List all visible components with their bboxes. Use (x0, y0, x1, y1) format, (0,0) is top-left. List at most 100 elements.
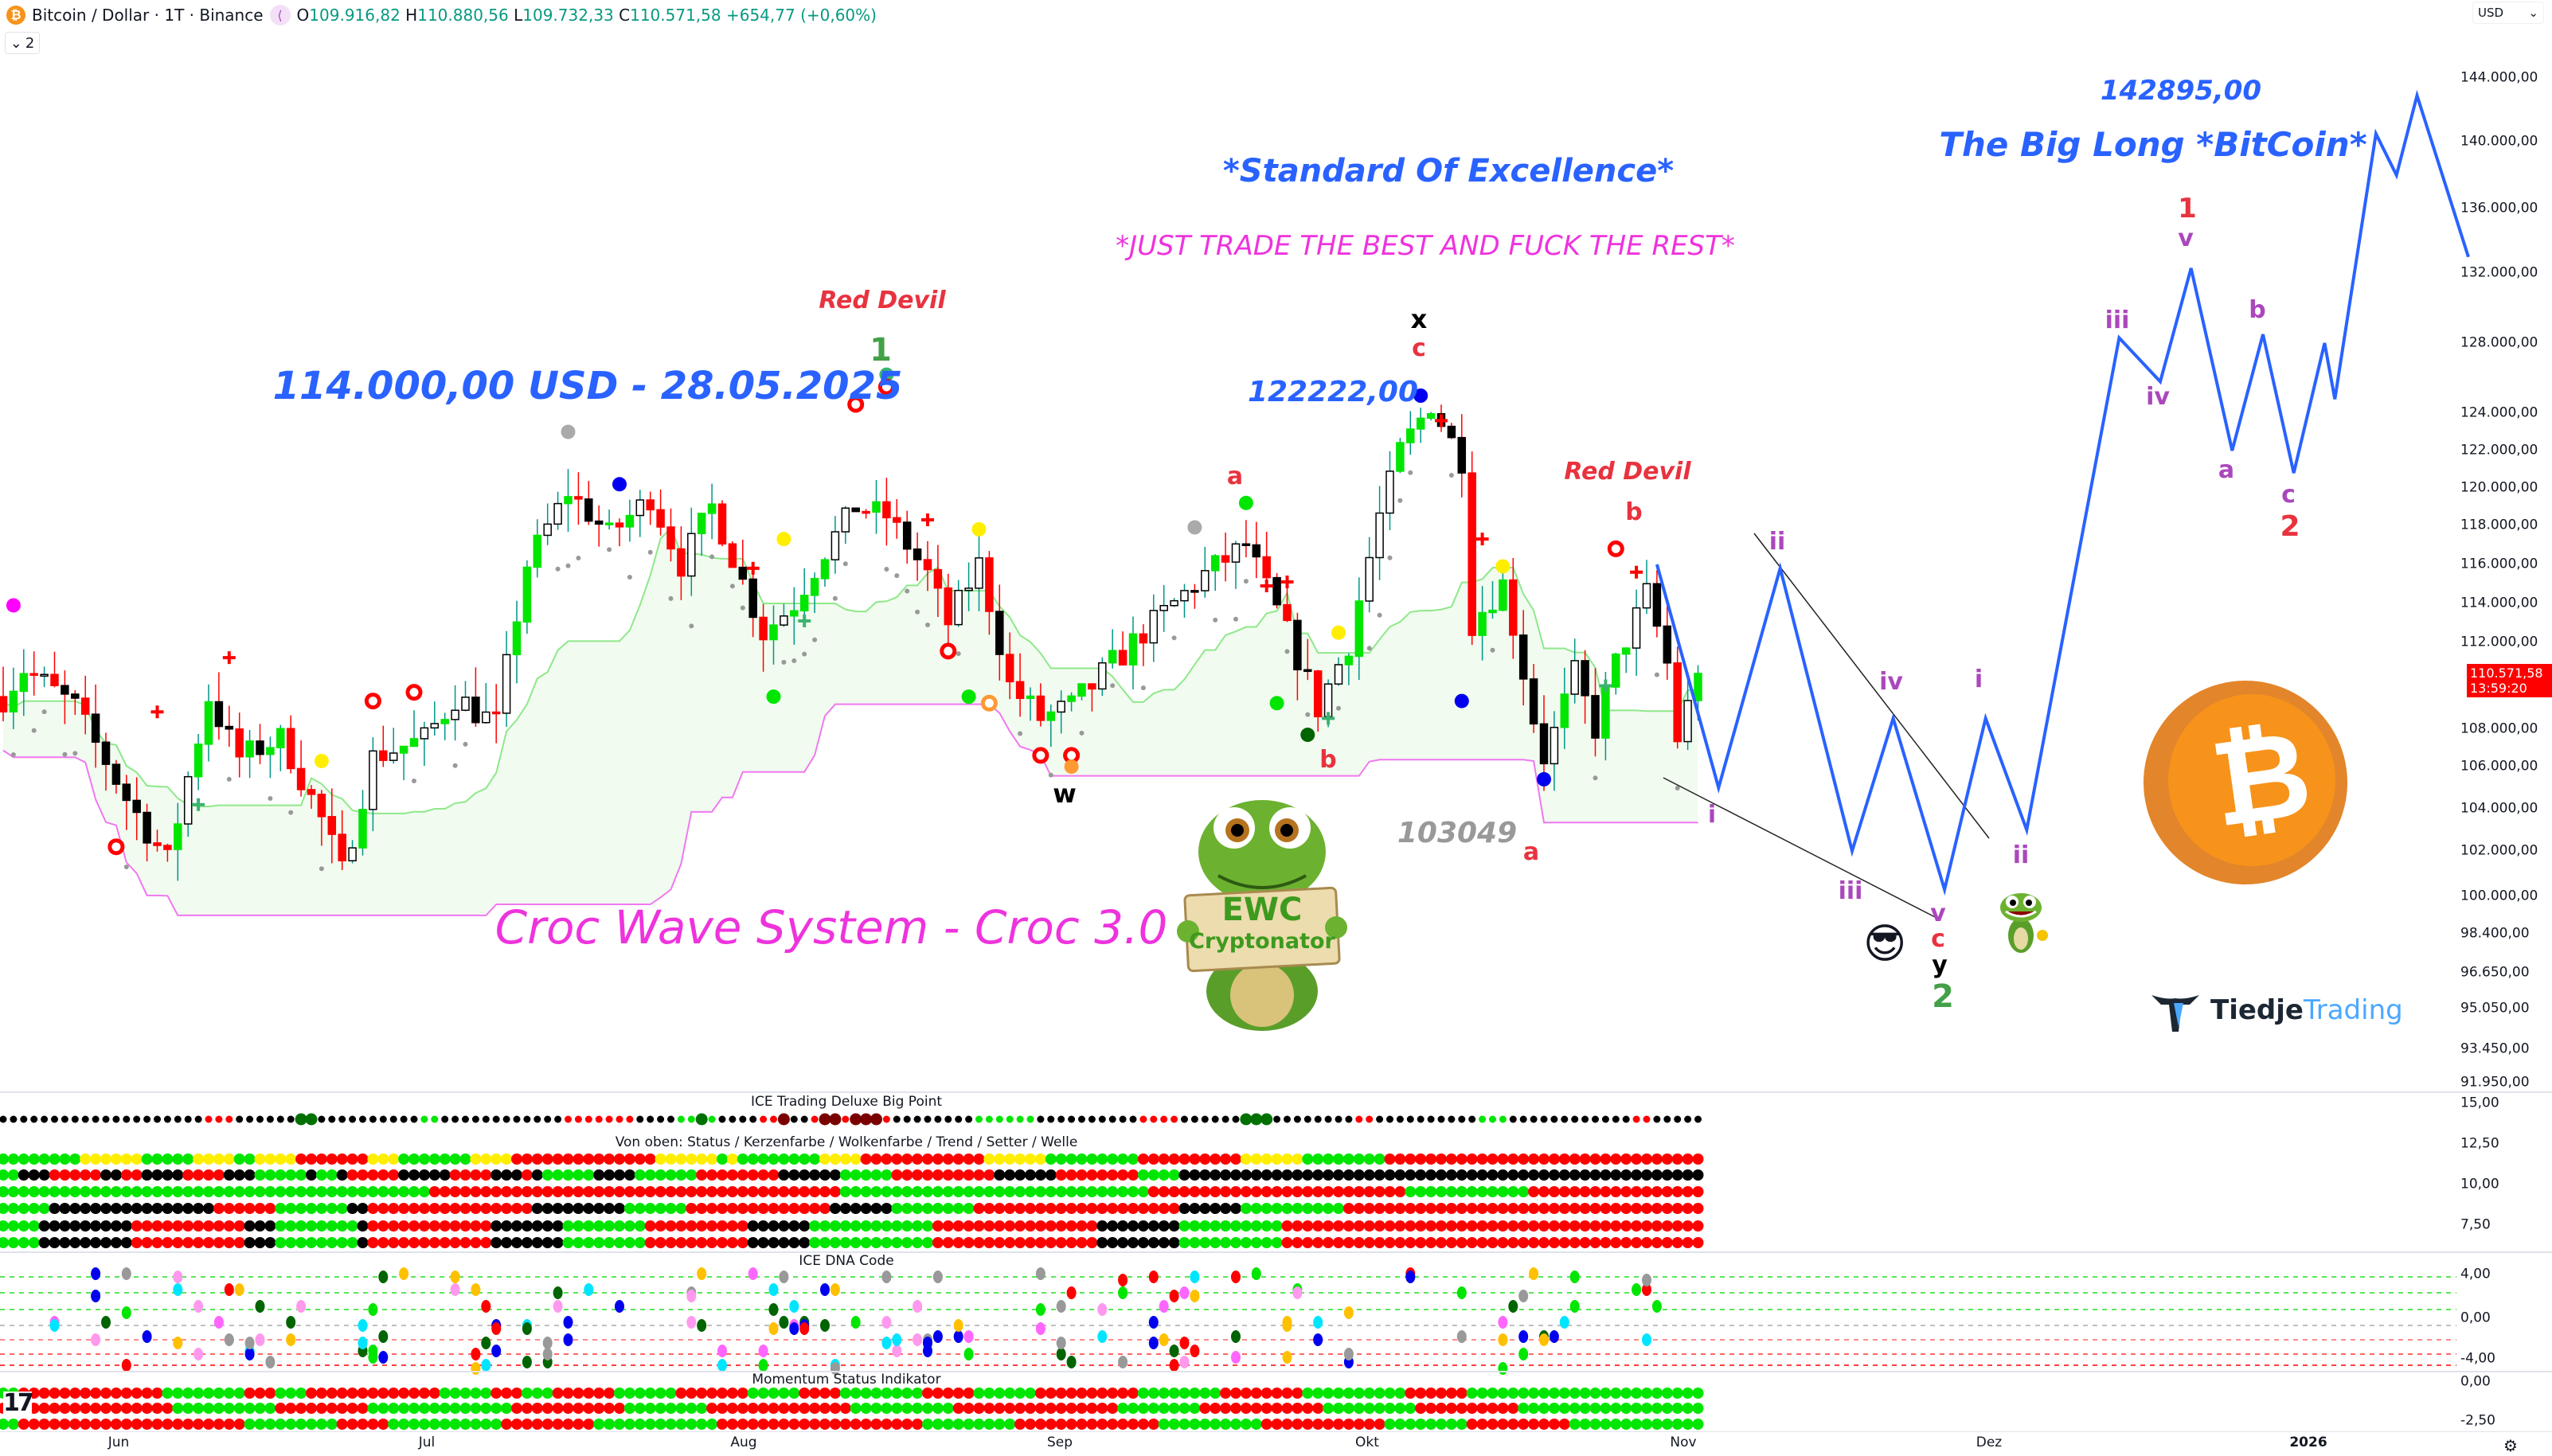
momentum-dot (336, 1403, 348, 1414)
panel-divider[interactable] (0, 1091, 2552, 1093)
support-line (2, 703, 1698, 916)
status-dot (1137, 1169, 1149, 1181)
status-dot (1189, 1237, 1201, 1248)
status-dot (604, 1169, 616, 1181)
status-dot (131, 1203, 143, 1214)
momentum-dot (973, 1403, 985, 1414)
symbol-legend[interactable]: ₿ Bitcoin / Dollar · 1T · Binance ⟨ O109… (6, 3, 877, 27)
status-dot (819, 1153, 830, 1165)
dna-dot (255, 1333, 265, 1346)
momentum-dot (1189, 1403, 1201, 1414)
panel-divider[interactable] (0, 1251, 2552, 1253)
big-point-dot (1078, 1115, 1085, 1123)
high-value-text: 122222,00 (1247, 376, 1419, 408)
momentum-dot (799, 1388, 811, 1399)
status-dot (604, 1237, 616, 1248)
status-dot (1671, 1153, 1683, 1165)
status-dot (0, 1186, 9, 1197)
dna-dot (923, 1337, 932, 1349)
big-point-dot (1530, 1115, 1538, 1123)
big-point-dot (1458, 1115, 1466, 1123)
status-dot (315, 1237, 327, 1248)
status-dot (1137, 1220, 1149, 1232)
currency-dropdown[interactable]: USD ⌄ (2472, 2, 2544, 24)
momentum-dot (346, 1419, 358, 1430)
status-dot (1158, 1237, 1170, 1248)
momentum-dot (675, 1403, 687, 1414)
status-dot (1466, 1186, 1478, 1197)
status-dot (593, 1220, 605, 1232)
status-dot (1518, 1153, 1530, 1165)
momentum-dot (1641, 1388, 1652, 1399)
status-dot (213, 1186, 225, 1197)
status-dot (1466, 1153, 1478, 1165)
share-icon[interactable]: ⟨ (269, 5, 291, 25)
candle (1180, 590, 1189, 602)
status-dot (696, 1186, 708, 1197)
gear-icon[interactable]: ⚙ (2503, 1436, 2518, 1455)
status-dot (1569, 1186, 1581, 1197)
momentum-dot (850, 1419, 862, 1430)
status-dot (490, 1186, 502, 1197)
momentum-dot (346, 1403, 358, 1414)
signal-dot (894, 573, 900, 579)
indicator-legend-toggle[interactable]: ⌄ 2 (5, 32, 40, 54)
status-dot (285, 1220, 297, 1232)
dna-dot (1343, 1348, 1354, 1360)
momentum-dot (1456, 1403, 1467, 1414)
status-dot (480, 1186, 492, 1197)
status-dot (696, 1220, 708, 1232)
momentum-dot (614, 1419, 625, 1430)
signal-dot (905, 588, 910, 594)
momentum-dot (1374, 1388, 1385, 1399)
candle (235, 728, 244, 758)
dna-dot (1651, 1300, 1662, 1313)
dna-dot (913, 1333, 923, 1346)
symbol-title[interactable]: Bitcoin / Dollar · 1T · Binance (32, 6, 264, 25)
momentum-dot (1394, 1388, 1406, 1399)
status-dot (1538, 1186, 1550, 1197)
status-dot (233, 1237, 245, 1248)
signal-dot-marker (1495, 559, 1510, 574)
status-dot (881, 1186, 893, 1197)
status-dot (439, 1237, 451, 1248)
big-point-dot (174, 1115, 182, 1123)
status-dot (1333, 1220, 1344, 1232)
big-point-dot (777, 1113, 790, 1126)
status-dot (90, 1153, 102, 1165)
status-dot (38, 1153, 50, 1165)
tradingview-logo-icon[interactable]: 17 (3, 1389, 34, 1417)
status-dot (1323, 1169, 1335, 1181)
momentum-dot (1065, 1419, 1077, 1430)
momentum-dot (80, 1403, 92, 1414)
status-dot (151, 1169, 163, 1181)
status-dot (275, 1203, 287, 1214)
big-point-dot (51, 1115, 58, 1123)
status-dot (1436, 1237, 1447, 1248)
momentum-dot (1137, 1419, 1149, 1430)
status-dot (1312, 1153, 1324, 1165)
status-dot (1415, 1169, 1427, 1181)
momentum-dot (511, 1419, 522, 1430)
status-dot (1610, 1237, 1622, 1248)
price-tick-label: 98.400,00 (2460, 925, 2530, 942)
status-dot (747, 1169, 759, 1181)
status-dot (480, 1153, 492, 1165)
momentum-dot (1137, 1388, 1149, 1399)
status-dot (983, 1203, 995, 1214)
dna-dot (296, 1300, 307, 1313)
momentum-dot (1692, 1403, 1704, 1414)
candle (799, 595, 809, 612)
momentum-dot (1333, 1419, 1344, 1430)
status-dot (90, 1237, 102, 1248)
momentum-dot (151, 1388, 163, 1399)
status-dot (717, 1186, 728, 1197)
status-dot (1384, 1169, 1396, 1181)
momentum-dot (912, 1403, 924, 1414)
status-dot (973, 1203, 985, 1214)
status-dot (1014, 1220, 1026, 1232)
status-dot (819, 1186, 830, 1197)
price-tick-label: 120.000,00 (2460, 479, 2538, 496)
panel-divider[interactable] (0, 1371, 2552, 1372)
